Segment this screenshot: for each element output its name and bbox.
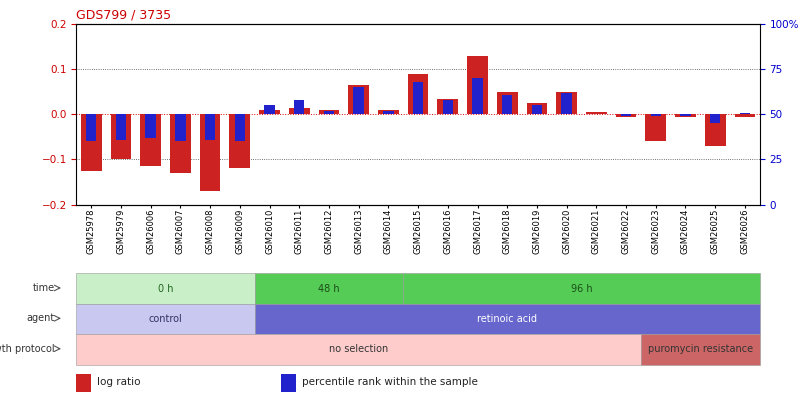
Bar — [259, 110, 279, 115]
Bar — [442, 100, 452, 115]
Bar — [199, 115, 220, 191]
Text: agent: agent — [26, 313, 55, 323]
Text: 0 h: 0 h — [157, 284, 173, 294]
Text: puromycin resistance: puromycin resistance — [647, 344, 752, 354]
Bar — [531, 105, 541, 115]
Bar — [377, 110, 398, 115]
Bar — [407, 74, 428, 115]
Bar — [111, 115, 131, 160]
Text: percentile rank within the sample: percentile rank within the sample — [301, 377, 477, 387]
Text: GDS799 / 3735: GDS799 / 3735 — [76, 9, 171, 22]
Bar — [620, 115, 630, 116]
Text: 48 h: 48 h — [318, 284, 340, 294]
Bar — [650, 115, 660, 116]
Bar — [229, 115, 250, 168]
Bar — [704, 115, 724, 146]
Text: control: control — [149, 314, 182, 324]
Bar — [288, 108, 309, 115]
Bar — [169, 115, 190, 173]
Bar — [585, 112, 606, 115]
Bar — [501, 95, 512, 115]
Bar — [281, 373, 296, 392]
Bar — [645, 115, 666, 141]
Bar — [467, 56, 487, 115]
Text: time: time — [33, 283, 55, 293]
Text: growth protocol: growth protocol — [0, 344, 55, 354]
Bar — [234, 115, 245, 141]
Bar — [679, 115, 690, 116]
Bar — [76, 373, 92, 392]
Bar — [86, 115, 96, 141]
Bar — [471, 79, 482, 115]
Bar — [560, 93, 571, 115]
Bar — [437, 99, 458, 115]
Bar — [318, 110, 339, 115]
Text: 96 h: 96 h — [570, 284, 592, 294]
Text: log ratio: log ratio — [97, 377, 141, 387]
Text: retinoic acid: retinoic acid — [477, 314, 536, 324]
Bar — [348, 85, 369, 115]
Bar — [294, 100, 304, 115]
Bar — [81, 115, 101, 171]
Bar — [205, 115, 215, 140]
Text: no selection: no selection — [328, 344, 388, 354]
Bar — [175, 115, 185, 141]
Bar — [324, 111, 334, 115]
Bar — [353, 87, 364, 115]
Bar — [526, 103, 547, 115]
Bar — [264, 105, 275, 115]
Bar — [496, 92, 517, 115]
Bar — [383, 111, 393, 115]
Bar — [734, 115, 754, 117]
Bar — [739, 113, 749, 115]
Bar — [145, 115, 156, 138]
Bar — [556, 92, 577, 115]
Bar — [675, 115, 695, 117]
Bar — [709, 115, 719, 124]
Bar — [413, 82, 422, 115]
Bar — [615, 115, 636, 117]
Bar — [116, 115, 126, 140]
Bar — [140, 115, 161, 166]
